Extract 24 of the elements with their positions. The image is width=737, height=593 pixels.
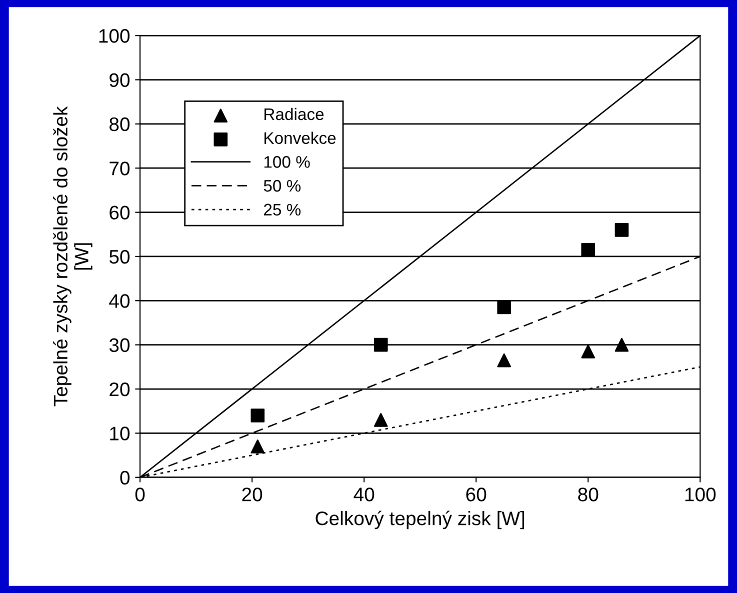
x-axis-title: Celkový tepelný zisk [W]: [316, 510, 524, 530]
legend-label: 100 %: [264, 156, 310, 168]
legend-label: Radiace: [264, 108, 324, 120]
y-tick-label: 90: [110, 73, 130, 87]
y-tick-label: 50: [109, 250, 130, 264]
y-tick-label: 100: [99, 29, 130, 43]
y-tick-label: 30: [109, 338, 130, 352]
x-tick-label: 80: [578, 488, 598, 502]
x-tick-label: 60: [466, 488, 486, 502]
y-tick-label: 60: [110, 206, 130, 220]
x-tick-label: 0: [135, 488, 145, 502]
y-tick-label: 10: [110, 426, 130, 440]
y-tick-label: 40: [109, 294, 130, 308]
legend-label: 50 %: [264, 180, 301, 192]
x-tick-label: 40: [354, 488, 374, 502]
y-tick-label: 0: [120, 470, 130, 485]
x-tick-label: 20: [242, 488, 262, 502]
legend-label: 25 %: [264, 204, 301, 216]
legend-label: Konvekce: [264, 132, 336, 144]
y-tick-label: 80: [110, 117, 130, 132]
x-tick-label: 100: [685, 488, 716, 502]
y-axis-title: Tepelné zysky rozdělené do složek [W]: [53, 106, 92, 406]
y-tick-label: 20: [110, 382, 130, 396]
y-tick-label: 70: [110, 162, 130, 176]
